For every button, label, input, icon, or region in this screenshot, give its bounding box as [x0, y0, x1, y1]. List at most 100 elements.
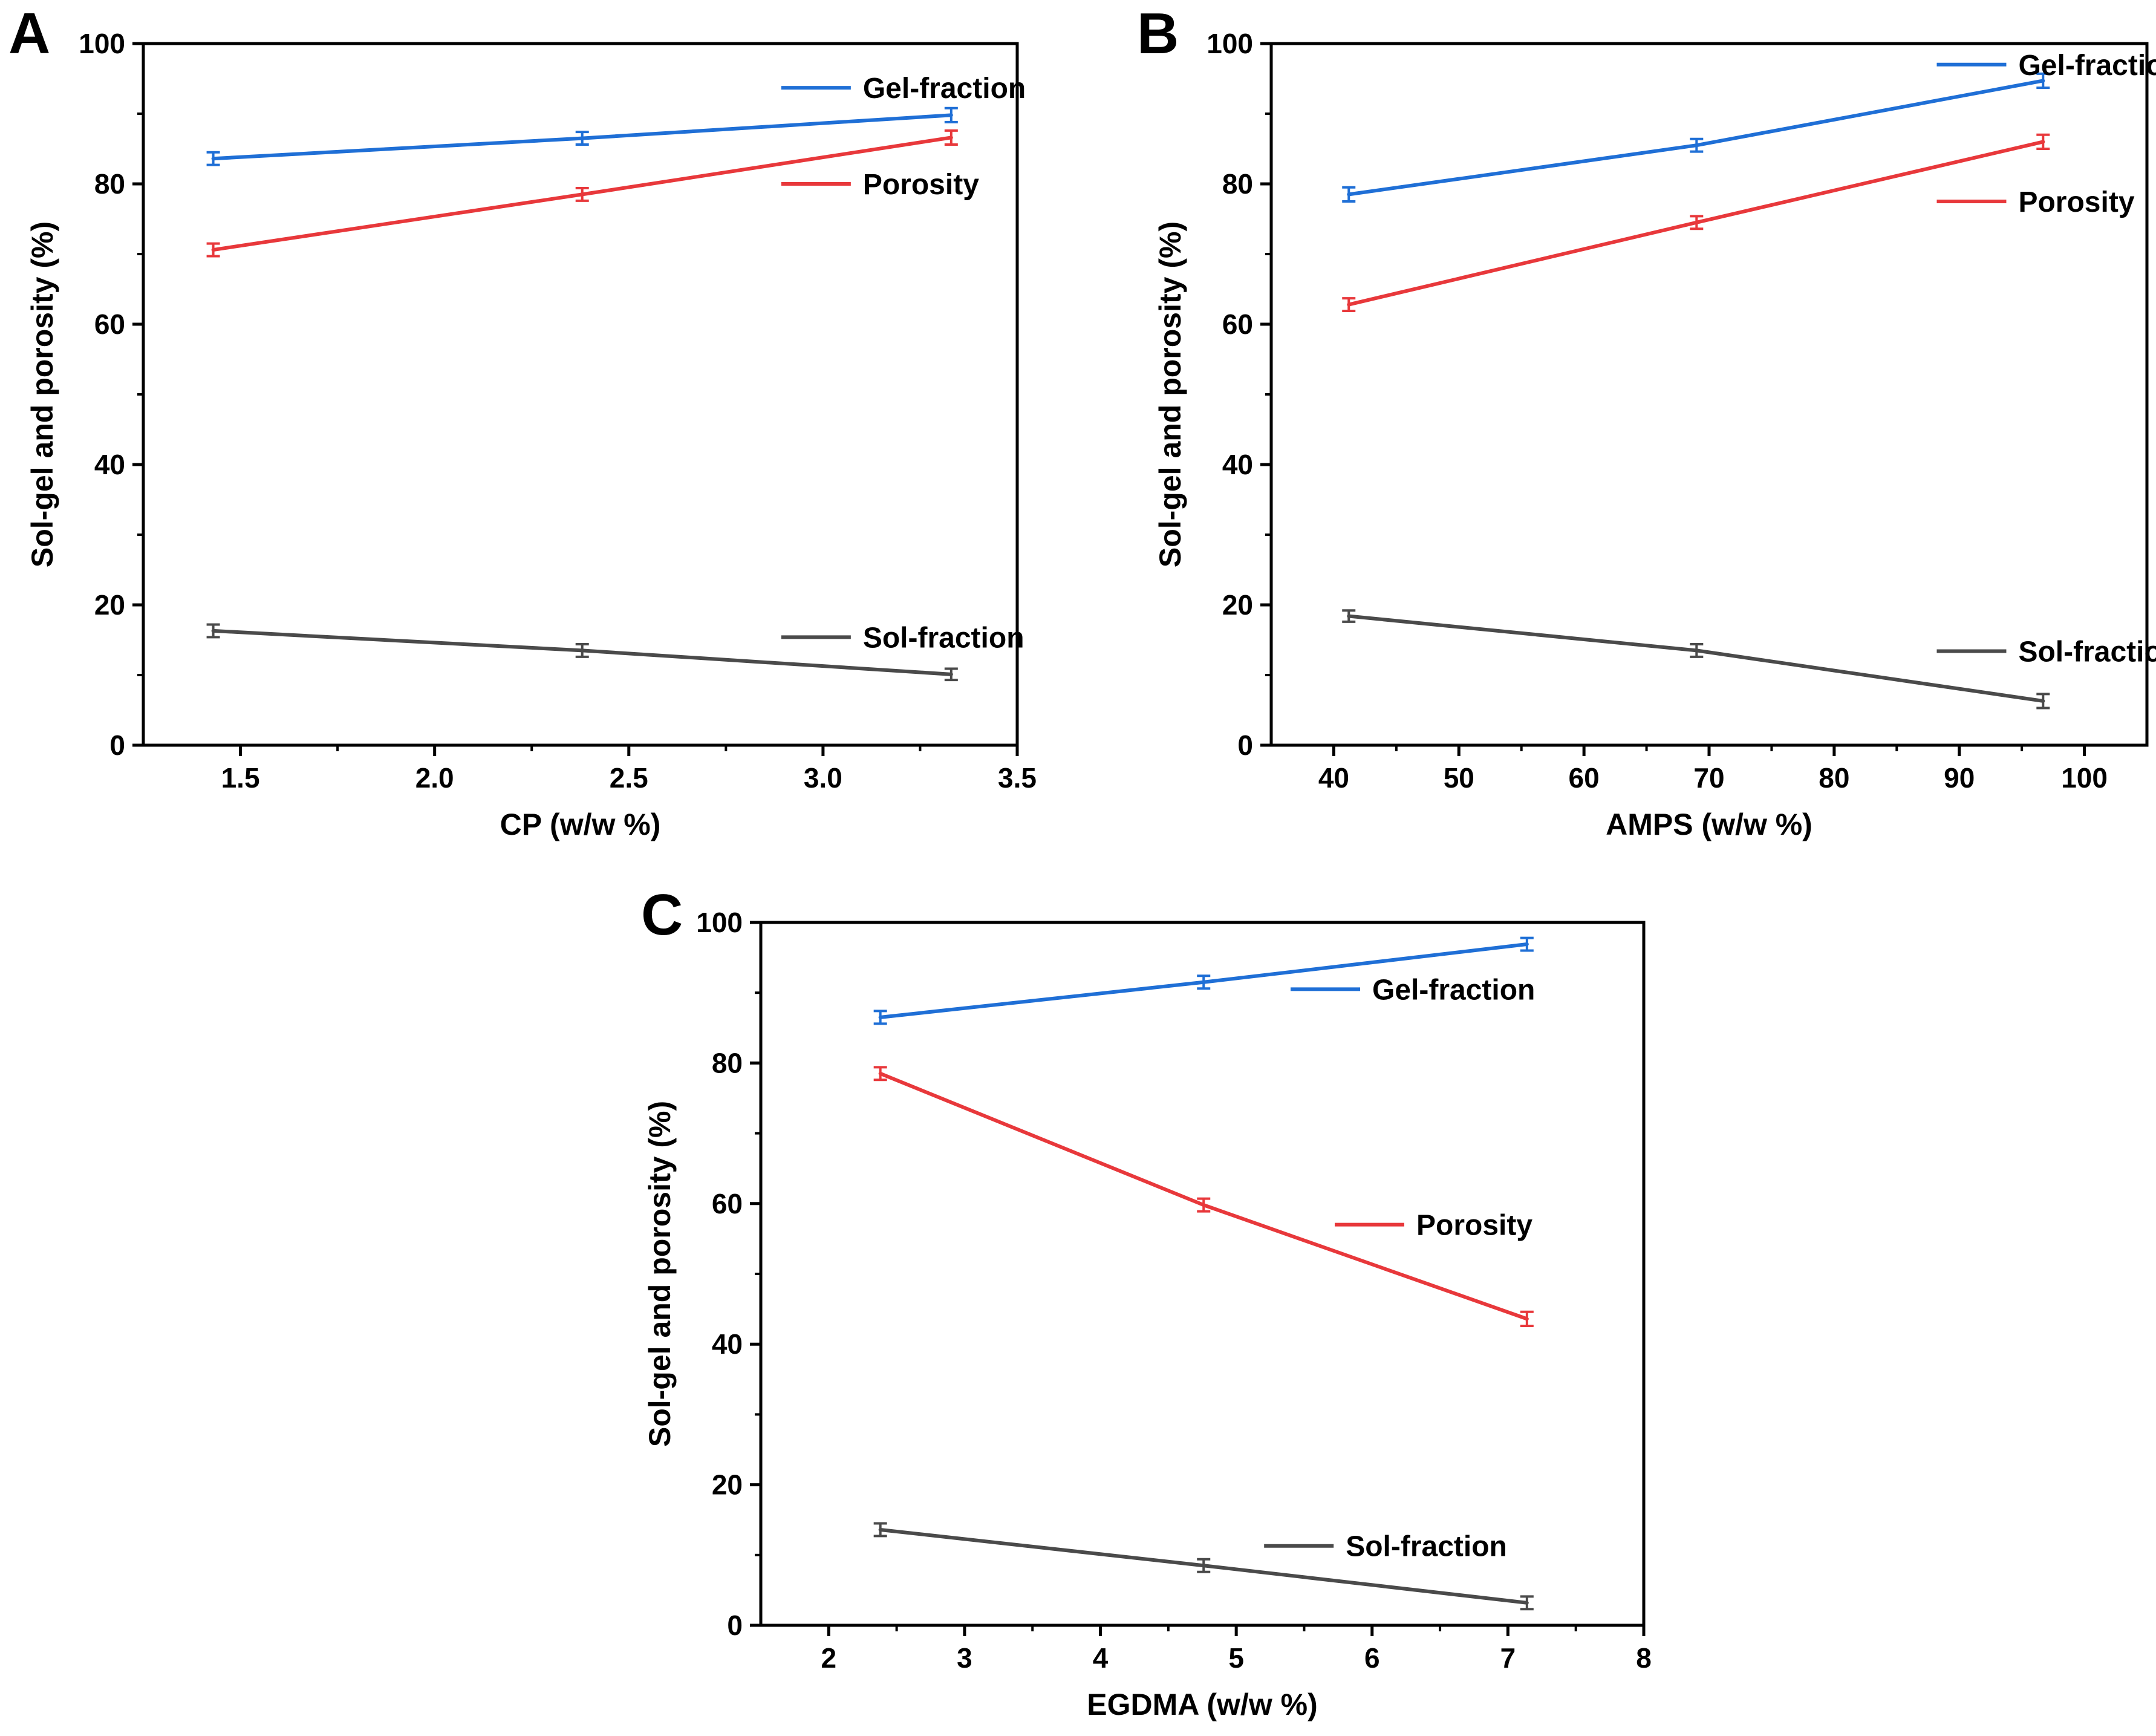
- legend-label-porosity: Porosity: [2018, 186, 2134, 218]
- y-tick-label-a: 60: [94, 308, 125, 340]
- x-tick-label-c: 4: [1093, 1642, 1109, 1674]
- legend-label-gel-fraction: Gel-fraction: [2018, 50, 2156, 82]
- y-tick-label-b: 60: [1222, 308, 1253, 340]
- y-tick-label-a: 20: [94, 589, 125, 621]
- legend-label-sol-fraction: Sol-fraction: [2018, 636, 2156, 668]
- data-point-sol-fraction-c: [1197, 1558, 1211, 1573]
- x-tick-label-c: 8: [1636, 1642, 1652, 1674]
- y-tick-label-a: 100: [79, 28, 125, 59]
- x-tick-label-c: 6: [1364, 1642, 1380, 1674]
- y-axis-title-a: Sol-gel and porosity (%): [25, 221, 59, 567]
- legend-label-gel-fraction: Gel-fraction: [863, 73, 1026, 105]
- data-point-porosity-b: [2036, 133, 2050, 150]
- y-tick-label-b: 0: [1237, 729, 1253, 761]
- x-axis-title-a: CP (w/w %): [500, 808, 661, 841]
- data-point-porosity-b: [1690, 215, 1704, 230]
- data-point-porosity-c: [873, 1066, 887, 1082]
- legend-entry-sol-fraction-a: Sol-fraction: [781, 622, 1024, 654]
- data-point-sol-fraction-b: [1342, 609, 1356, 623]
- y-tick-label-c: 60: [712, 1188, 743, 1219]
- legend-label-porosity: Porosity: [1416, 1210, 1532, 1242]
- x-tick-label-c: 3: [957, 1642, 972, 1674]
- x-tick-label-b: 100: [2061, 762, 2108, 794]
- data-point-gel-fraction-c: [1520, 936, 1534, 952]
- y-axis-title-b: Sol-gel and porosity (%): [1153, 221, 1187, 567]
- x-tick-label-c: 2: [821, 1642, 837, 1674]
- x-tick-label-a: 2.5: [610, 762, 648, 794]
- x-tick-label-b: 90: [1944, 762, 1975, 794]
- series-gel-fraction-b: [1342, 72, 2050, 203]
- x-tick-label-c: 5: [1228, 1642, 1244, 1674]
- panel-letter-a: A: [8, 1, 50, 66]
- series-gel-fraction-a: [206, 106, 958, 166]
- y-tick-label-b: 20: [1222, 589, 1253, 621]
- x-tick-label-b: 70: [1693, 762, 1724, 794]
- data-point-gel-fraction-b: [1342, 186, 1356, 203]
- y-tick-label-a: 40: [94, 449, 125, 480]
- data-point-gel-fraction-c: [873, 1010, 887, 1025]
- series-sol-fraction-b: [1342, 609, 2050, 710]
- x-tick-label-a: 1.5: [221, 762, 260, 794]
- x-axis-title-c: EGDMA (w/w %): [1087, 1688, 1317, 1721]
- legend-entry-porosity-c: Porosity: [1335, 1210, 1532, 1242]
- series-sol-fraction-c: [873, 1522, 1534, 1611]
- legend-label-sol-fraction: Sol-fraction: [863, 622, 1024, 654]
- x-tick-label-a: 3.5: [998, 762, 1037, 794]
- data-point-sol-fraction-b: [2036, 693, 2050, 710]
- data-point-porosity-a: [575, 186, 589, 202]
- data-point-gel-fraction-b: [1690, 137, 1704, 153]
- series-porosity-c: [873, 1066, 1534, 1327]
- x-tick-label-a: 2.0: [415, 762, 454, 794]
- y-tick-label-a: 80: [94, 168, 125, 200]
- y-tick-label-a: 0: [109, 729, 125, 761]
- x-tick-label-c: 7: [1500, 1642, 1516, 1674]
- y-tick-label-c: 100: [696, 907, 743, 938]
- panel-letter-c: C: [641, 883, 683, 947]
- x-tick-label-b: 80: [1819, 762, 1849, 794]
- data-point-gel-fraction-c: [1197, 974, 1211, 990]
- legend-entry-sol-fraction-c: Sol-fraction: [1264, 1531, 1507, 1563]
- x-tick-label-b: 40: [1318, 762, 1349, 794]
- data-point-gel-fraction-a: [206, 151, 220, 166]
- y-tick-label-c: 40: [712, 1328, 743, 1360]
- legend-entry-porosity-b: Porosity: [1936, 186, 2135, 218]
- legend-entry-gel-fraction-a: Gel-fraction: [781, 73, 1026, 105]
- data-point-sol-fraction-a: [575, 642, 589, 658]
- legend-entry-gel-fraction-b: Gel-fraction: [1936, 50, 2156, 82]
- series-gel-fraction-c: [873, 936, 1534, 1025]
- x-axis-title-b: AMPS (w/w %): [1606, 808, 1812, 841]
- y-tick-label-c: 80: [712, 1047, 743, 1078]
- panel-letter-b: B: [1137, 1, 1179, 66]
- y-tick-label-c: 0: [727, 1610, 743, 1641]
- x-tick-label-a: 3.0: [804, 762, 842, 794]
- chart-panel-a: A 1.5 2.0 2.5 3.0 3.5 0 20 40 60 80 100 CP (w/w %) So…: [8, 1, 1037, 841]
- legend-label-porosity: Porosity: [863, 169, 979, 201]
- series-sol-fraction-a: [206, 623, 958, 682]
- legend-entry-gel-fraction-c: Gel-fraction: [1291, 974, 1535, 1006]
- data-point-sol-fraction-c: [873, 1522, 887, 1538]
- data-point-gel-fraction-a: [575, 131, 589, 146]
- y-tick-label-b: 40: [1222, 449, 1253, 480]
- x-tick-label-b: 50: [1444, 762, 1474, 794]
- chart-panel-b: B 40 50 60 70 80 90 100 0 20 40 60 80 100 AMPS (w/w %)…: [1137, 1, 2156, 841]
- legend-entry-porosity-a: Porosity: [781, 169, 979, 201]
- data-point-sol-fraction-b: [1690, 642, 1704, 658]
- data-point-gel-fraction-b: [2036, 72, 2050, 90]
- y-axis-title-c: Sol-gel and porosity (%): [643, 1101, 677, 1447]
- y-tick-label-b: 80: [1222, 168, 1253, 200]
- data-point-sol-fraction-a: [944, 667, 958, 682]
- data-point-porosity-c: [1197, 1197, 1211, 1213]
- legend-label-gel-fraction: Gel-fraction: [1372, 974, 1535, 1006]
- data-point-gel-fraction-a: [944, 106, 958, 123]
- series-porosity-b: [1342, 133, 2050, 312]
- data-point-porosity-a: [944, 129, 958, 146]
- data-point-porosity-b: [1342, 297, 1356, 312]
- y-tick-label-c: 20: [712, 1469, 743, 1501]
- data-point-sol-fraction-a: [206, 623, 220, 639]
- series-porosity-a: [206, 129, 958, 258]
- x-tick-label-b: 60: [1569, 762, 1600, 794]
